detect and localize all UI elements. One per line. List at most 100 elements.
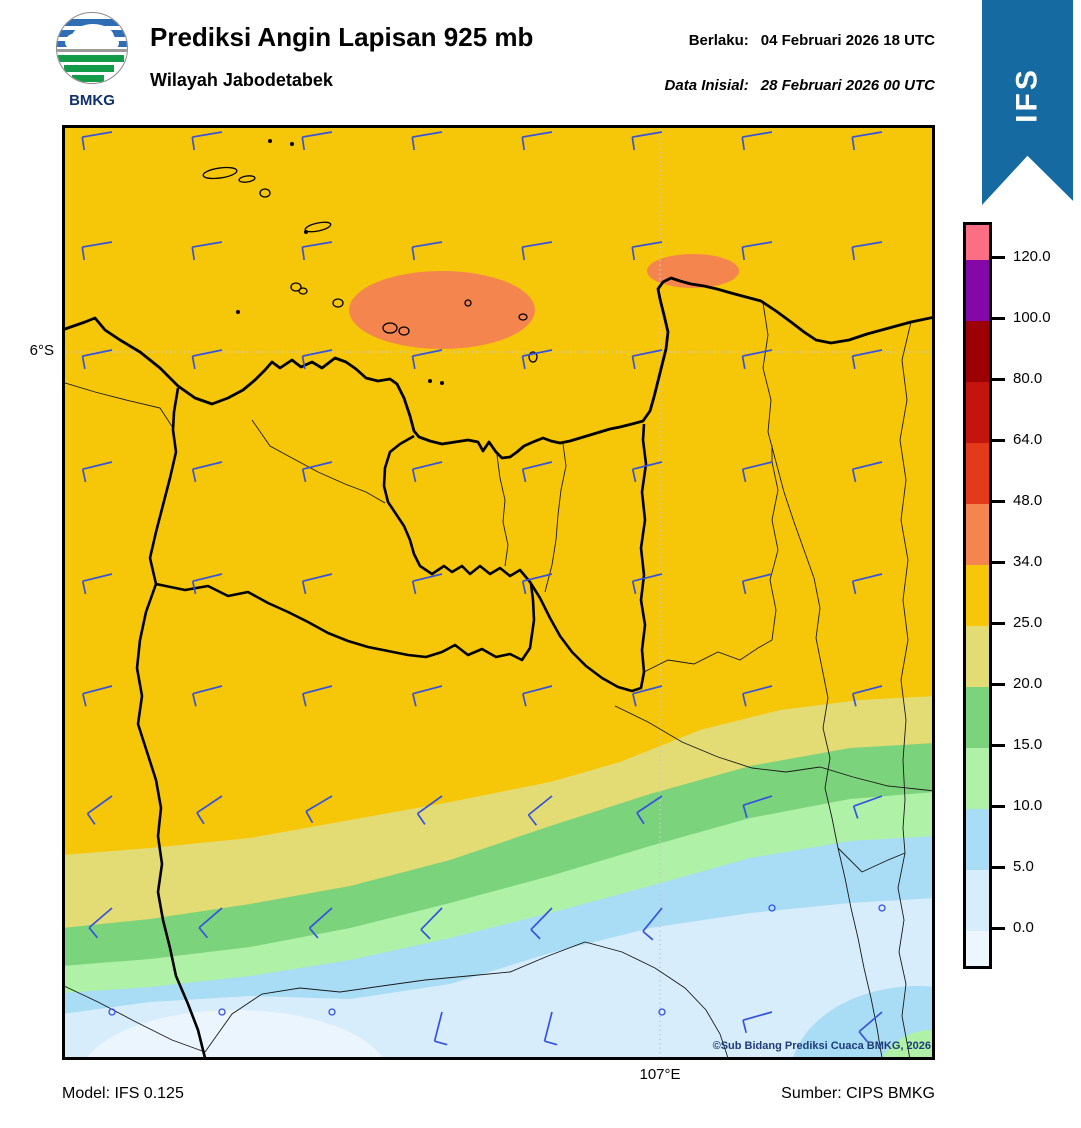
init-time-value: 28 Februari 2026 00 UTC xyxy=(760,77,935,94)
wind-barb-icon xyxy=(81,131,113,151)
wind-barb-icon xyxy=(411,573,443,595)
island xyxy=(382,322,398,334)
wind-barb-icon xyxy=(301,241,333,261)
island xyxy=(464,299,472,307)
colorbar-segment xyxy=(966,748,989,809)
province-boundary xyxy=(155,582,536,662)
wind-barb-icon xyxy=(742,1011,773,1034)
wind-barb-icon xyxy=(521,241,553,261)
wind-barb-icon xyxy=(191,573,223,595)
province-boundary xyxy=(135,387,207,1059)
wind-barb-icon xyxy=(543,1011,558,1046)
wind-barb-icon xyxy=(81,349,113,370)
wind-barb-icon xyxy=(191,349,223,370)
colorbar-tick xyxy=(992,561,1005,564)
wind-barb-icon xyxy=(196,795,223,825)
colorbar-segment xyxy=(966,504,989,565)
islet xyxy=(268,139,272,143)
calm-wind-icon xyxy=(328,1008,336,1016)
model-info: Model: IFS 0.125 xyxy=(62,1085,184,1102)
source-info: Sumber: CIPS BMKG xyxy=(781,1085,935,1102)
regency-boundary xyxy=(204,941,729,1059)
wind-barb-icon xyxy=(301,131,333,151)
wind-barb-icon xyxy=(301,461,333,483)
page-title: Prediksi Angin Lapisan 925 mb xyxy=(150,22,534,52)
wind-barb-icon xyxy=(527,795,553,826)
wind-speed-colorbar: 120.0 100.0 80.0 64.0 48.0 34.0 25.0 20.0 15.0 10… xyxy=(963,222,1081,969)
bmkg-logo: BMKG xyxy=(56,12,128,109)
colorbar-tick xyxy=(992,744,1005,747)
islet xyxy=(290,142,294,146)
island xyxy=(332,298,344,308)
wind-barb-icon xyxy=(308,907,333,939)
wind-barb-icon xyxy=(82,685,113,707)
colorbar-segment xyxy=(966,565,989,626)
colorbar-segment xyxy=(966,870,989,931)
wind-barb-icon xyxy=(411,131,443,151)
regency-boundary xyxy=(614,705,935,792)
init-time-label: Data Inisial: xyxy=(664,77,749,94)
islet xyxy=(236,310,240,314)
colorbar-segment xyxy=(966,225,989,260)
colorbar-tick xyxy=(992,805,1005,808)
regency-boundary xyxy=(643,445,779,673)
valid-time-value: 04 Februari 2026 18 UTC xyxy=(760,32,935,49)
wind-barb-icon xyxy=(81,241,113,261)
islet xyxy=(428,379,432,383)
wind-barb-icon xyxy=(530,907,553,940)
regency-boundary xyxy=(897,852,911,1060)
wind-barb-icon xyxy=(420,907,443,940)
island xyxy=(290,282,302,292)
wind-barb-icon xyxy=(741,131,773,151)
colorbar-segment xyxy=(966,809,989,870)
wind-barb-icon xyxy=(851,349,883,370)
wind-barb-icon xyxy=(741,461,773,483)
wind-barb-icon xyxy=(191,461,223,483)
init-time-line: Data Inisial: 28 Februari 2026 00 UTC xyxy=(665,77,935,94)
wind-barb-icon xyxy=(411,461,443,483)
wind-barb-icon xyxy=(741,349,773,370)
wind-barb-icon xyxy=(741,241,773,261)
wind-barb-icon xyxy=(301,349,333,370)
colorbar-tick-label: 20.0 xyxy=(1013,675,1043,692)
wind-barb-icon xyxy=(631,131,663,151)
wind-barb-icon xyxy=(631,349,663,370)
calm-wind-icon xyxy=(658,1008,666,1016)
colorbar-tick xyxy=(992,317,1005,320)
island xyxy=(259,188,271,198)
island xyxy=(238,175,256,183)
colorbar-tick-label: 0.0 xyxy=(1013,919,1034,936)
colorbar-tick-label: 48.0 xyxy=(1013,492,1043,509)
colorbar-tick xyxy=(992,927,1005,930)
calm-wind-icon xyxy=(218,1008,226,1016)
wind-barb-icon xyxy=(81,573,113,595)
copyright-text: ©Sub Bidang Prediksi Cuaca BMKG, 2026 xyxy=(712,1040,931,1052)
colorbar-segment xyxy=(966,931,989,966)
island xyxy=(298,287,308,295)
regency-boundary xyxy=(837,847,906,873)
coastline xyxy=(62,276,935,460)
wind-barb-icon xyxy=(521,573,553,595)
colorbar-tick-label: 10.0 xyxy=(1013,797,1043,814)
regency-boundary xyxy=(762,302,883,1059)
colorbar-segment xyxy=(966,321,989,382)
wind-barb-icon xyxy=(642,907,663,941)
wind-barb-icon xyxy=(433,1011,448,1046)
colorbar-tick xyxy=(992,256,1005,259)
colorbar-tick xyxy=(992,500,1005,503)
colorbar-tick-label: 5.0 xyxy=(1013,858,1034,875)
regency-boundary xyxy=(251,419,386,504)
islet xyxy=(304,230,308,234)
wind-barb-icon xyxy=(411,349,443,370)
island xyxy=(398,326,410,336)
calm-wind-icon xyxy=(878,904,886,912)
regency-boundary xyxy=(62,381,174,429)
wind-barb-icon xyxy=(412,685,443,707)
wind-barb-icon xyxy=(416,795,443,825)
wind-barb-icon xyxy=(741,573,773,595)
colorbar-tick xyxy=(992,866,1005,869)
regency-boundary xyxy=(496,454,509,567)
wind-barb-icon xyxy=(521,461,553,483)
